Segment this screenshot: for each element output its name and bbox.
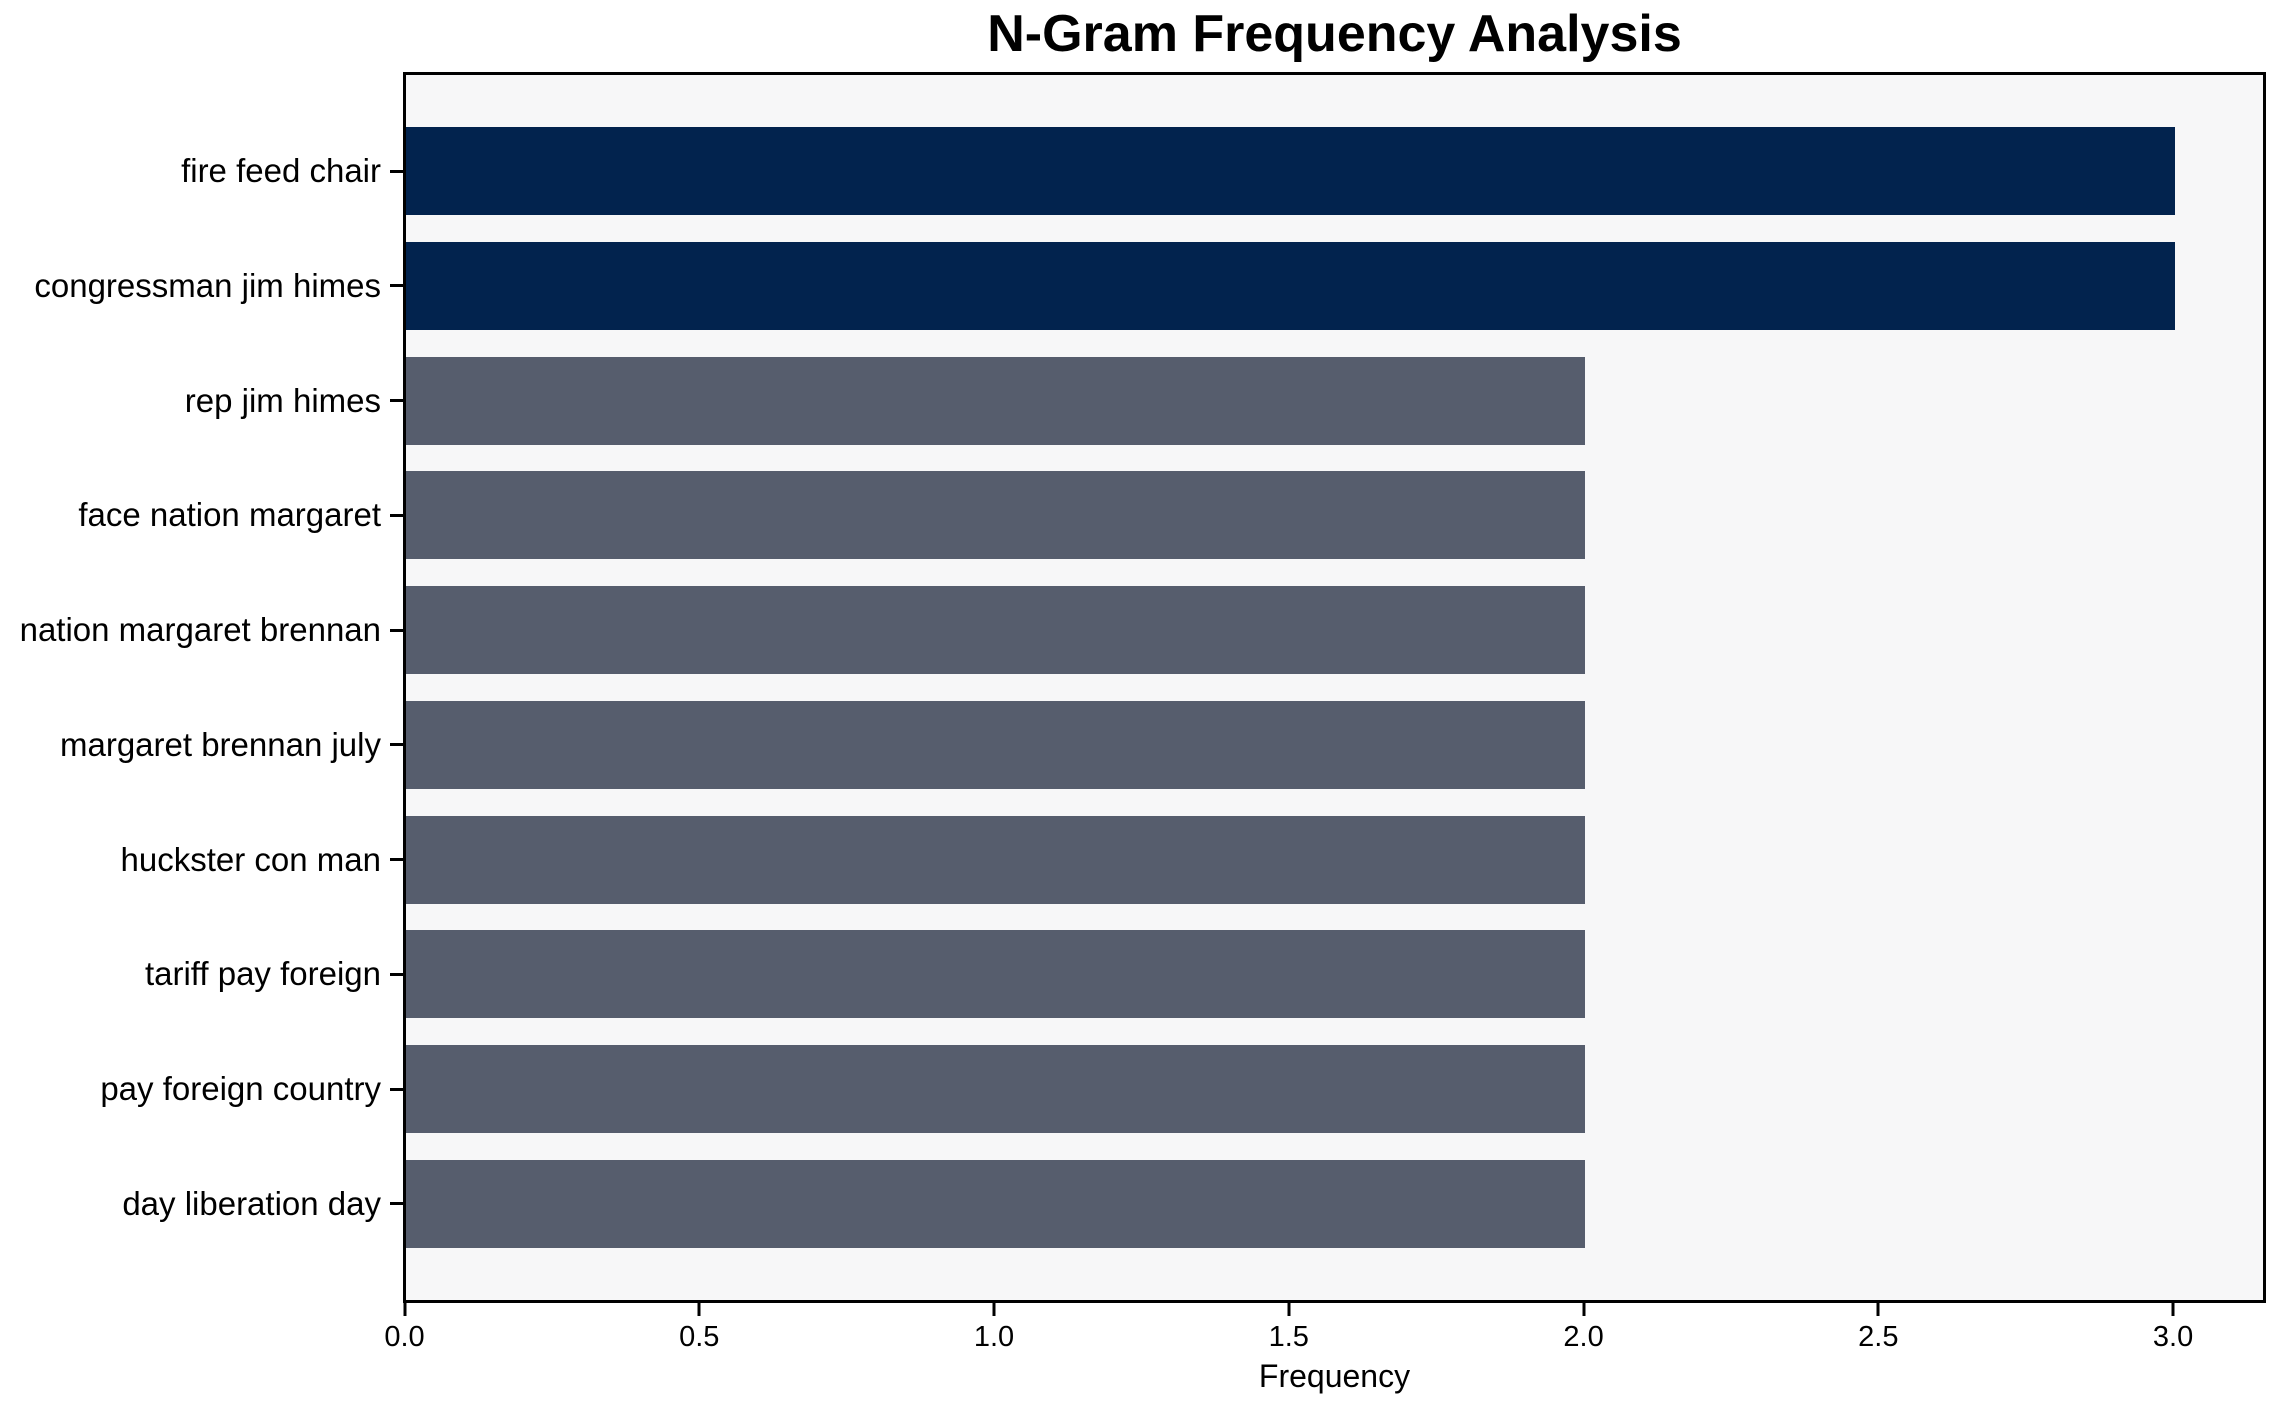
x-tick-label: 2.5 [1858,1321,1899,1353]
y-tick-mark [390,399,403,403]
x-axis-label: Frequency [1258,1358,1411,1394]
y-row: pay foreign country [0,1045,403,1133]
x-tick-mark [1287,1303,1291,1316]
y-tick-mark [390,513,403,517]
y-row: tariff pay foreign [0,930,403,1018]
y-tick-label: nation margaret brennan [19,611,381,649]
y-tick-mark [390,972,403,976]
x-tick-label: 0.5 [679,1321,720,1353]
bar-row [406,127,2263,215]
y-tick-label: pay foreign country [100,1070,381,1108]
chart-title: N-Gram Frequency Analysis [987,5,1682,63]
y-tick-label: tariff pay foreign [144,955,381,993]
x-tick-label: 0.0 [384,1321,425,1353]
bar-rep-jim-himes [406,356,1586,445]
bar-row [406,815,2263,904]
y-tick-label: fire feed chair [181,152,381,189]
bars-container [406,75,2263,1300]
y-tick-mark [390,1087,403,1091]
y-tick-mark [390,1202,403,1206]
x-tick-mark [992,1303,996,1316]
y-tick-mark [390,169,403,173]
y-row: margaret brennan july [0,701,403,789]
x-tick-mark [403,1303,406,1316]
y-tick-label: rep jim himes [184,381,381,419]
x-axis: 0.0 0.5 1.0 1.5 2.0 2.5 3.0 [384,1303,2266,1414]
bar-huckster-con-man [406,815,1586,904]
x-tick-mark [697,1303,701,1316]
plot-area [403,72,2266,1303]
y-tick-label: day liberation day [122,1184,381,1222]
bar-fire-feed-chair [406,127,2175,215]
bar-row [406,471,2263,560]
bar-row [406,700,2263,789]
bar-margaret-brennan-july [406,700,1586,789]
y-tick-mark [390,628,403,632]
x-tick-mark [2171,1303,2175,1316]
y-row: day liberation day [0,1160,403,1248]
bar-nation-margaret-brennan [406,586,1586,675]
bar-row [406,241,2263,330]
y-row: nation margaret brennan [0,586,403,674]
bar-row [406,586,2263,675]
x-tick-label: 2.0 [1563,1321,1604,1353]
bar-row [406,930,2263,1019]
y-tick-label: face nation margaret [78,496,381,534]
bar-pay-foreign-country [406,1045,1586,1134]
y-row: huckster con man [0,816,403,904]
y-tick-label: margaret brennan july [59,725,381,763]
y-tick-mark [390,743,403,747]
y-row: congressman jim himes [0,242,403,330]
y-tick-mark [390,858,403,862]
bar-row [406,1045,2263,1134]
y-row: rep jim himes [0,357,403,445]
x-tick-label: 1.5 [1268,1321,1309,1353]
x-tick-mark [1876,1303,1880,1316]
y-row: face nation margaret [0,471,403,559]
y-tick-label: huckster con man [120,840,381,878]
bar-tariff-pay-foreign [406,930,1586,1019]
bar-congressman-jim-himes [406,241,2175,330]
y-axis: fire feed chair congressman jim himes rep … [0,72,403,1303]
y-tick-mark [390,284,403,288]
y-tick-label: congressman jim himes [34,266,381,304]
bar-row [406,1159,2263,1248]
bar-face-nation-margaret [406,471,1586,560]
x-tick-mark [1582,1303,1586,1316]
x-tick-label: 3.0 [2152,1321,2194,1353]
bar-day-liberation-day [406,1159,1586,1248]
bar-row [406,356,2263,445]
y-row: fire feed chair [0,127,403,215]
x-tick-label: 1.0 [973,1321,1015,1353]
